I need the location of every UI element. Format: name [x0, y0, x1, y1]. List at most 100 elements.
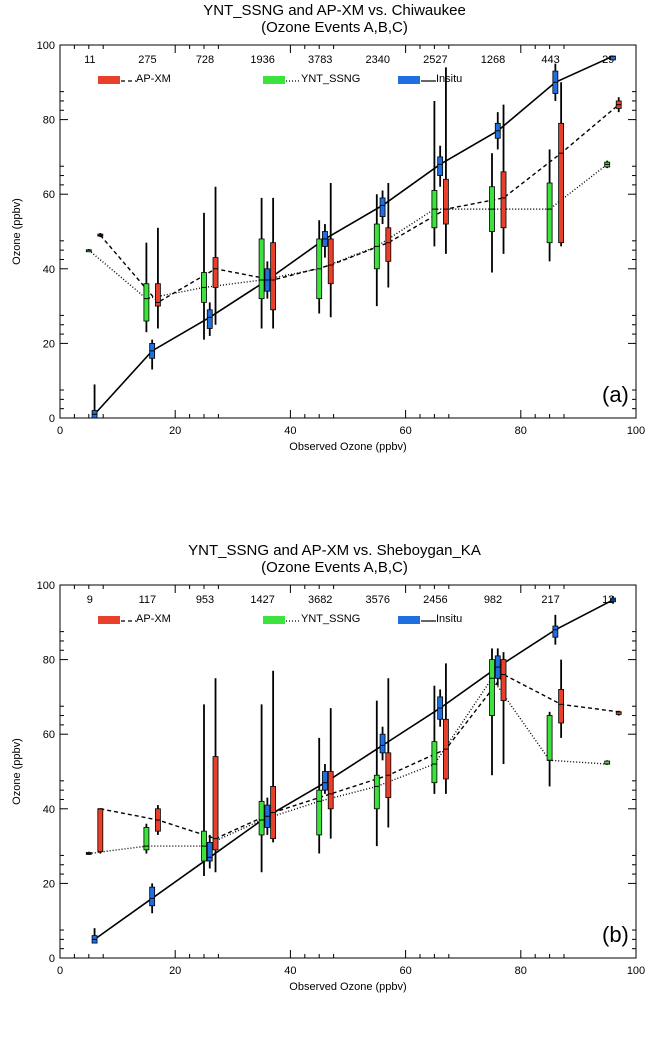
x-tick-label: 100: [627, 965, 645, 977]
bin-count-label: 953: [196, 594, 214, 606]
x-axis-label: Observed Ozone (ppbv): [289, 441, 406, 453]
bin-count-label: 9: [87, 594, 93, 606]
bin-count-label: 1268: [481, 54, 505, 66]
series-median-line: [99, 104, 620, 304]
legend-label: YNT_SSNG: [301, 73, 360, 85]
box-iqr: [385, 227, 392, 262]
chart-title: YNT_SSNG and AP-XM vs. Chiwaukee: [203, 2, 466, 19]
box-iqr: [610, 55, 616, 61]
box-iqr: [322, 771, 328, 791]
box-iqr: [552, 625, 559, 638]
x-tick-label: 100: [627, 425, 645, 437]
box-iqr: [443, 178, 449, 225]
legend-swatch: [398, 76, 420, 84]
y-tick-label: 60: [43, 729, 55, 741]
box-plot-b: 0 20 40 60 80 100 0 20 40 60 80 100 Observed Ozone (…: [11, 580, 645, 993]
box-iqr: [431, 741, 438, 784]
chart-panel-a: YNT_SSNG and AP-XM vs. Chiwaukee (Ozone …: [0, 0, 669, 500]
x-tick-label: 0: [57, 965, 63, 977]
y-tick-label: 40: [43, 804, 55, 816]
box-iqr: [500, 171, 507, 229]
y-axis-label: Ozone (ppbv): [11, 198, 23, 265]
box-iqr: [379, 733, 386, 754]
box-iqr: [270, 242, 277, 311]
bin-count-label: 117: [139, 594, 157, 606]
legend-label: AP-XM: [136, 613, 171, 625]
bin-count-label: 2456: [423, 594, 447, 606]
legend-swatch: [98, 76, 120, 84]
bin-count-label: 217: [541, 594, 559, 606]
box-iqr: [500, 659, 507, 702]
box-iqr: [206, 309, 213, 329]
x-tick-label: 80: [515, 425, 527, 437]
bin-count-label: 275: [138, 54, 156, 66]
box-iqr: [155, 283, 161, 307]
series-median-line: [93, 55, 614, 415]
chart-subtitle: (Ozone Events A,B,C): [261, 19, 408, 36]
box-iqr: [546, 715, 553, 761]
legend-label: AP-XM: [136, 73, 171, 85]
y-tick-label: 20: [43, 338, 55, 350]
box-iqr: [373, 774, 380, 810]
box-iqr: [379, 197, 386, 217]
box-iqr: [97, 808, 104, 853]
box-iqr: [212, 257, 219, 288]
legend-swatch: [398, 616, 420, 624]
chart-title: YNT_SSNG and AP-XM vs. Sheboygan_KA: [188, 542, 481, 559]
series-median-line: [88, 677, 608, 855]
y-tick-label: 100: [37, 40, 55, 52]
bin-count-label: 1936: [250, 54, 274, 66]
chart-panel-b: YNT_SSNG and AP-XM vs. Sheboygan_KA (Ozo…: [0, 540, 669, 1040]
box-iqr: [558, 689, 565, 724]
box-iqr: [258, 238, 265, 300]
legend-label: Insitu: [436, 73, 462, 85]
box-iqr: [206, 841, 213, 862]
bin-count-label: 443: [541, 54, 559, 66]
plot-frame: [59, 44, 637, 419]
bin-count-label: 1427: [250, 594, 274, 606]
box-iqr: [327, 771, 334, 810]
chart-subtitle: (Ozone Events A,B,C): [261, 559, 408, 576]
bin-count-label: 2340: [366, 54, 390, 66]
x-tick-label: 60: [399, 965, 411, 977]
legend-swatch: [263, 76, 285, 84]
x-tick-label: 80: [515, 965, 527, 977]
series-median-line: [88, 163, 608, 300]
y-tick-label: 20: [43, 878, 55, 890]
panel-label: (b): [602, 922, 629, 947]
x-tick-label: 20: [169, 425, 181, 437]
y-tick-label: 0: [49, 413, 55, 425]
y-tick-label: 60: [43, 189, 55, 201]
bin-count-label: 12: [602, 594, 614, 606]
y-tick-label: 80: [43, 115, 55, 127]
legend-swatch: [98, 616, 120, 624]
x-tick-label: 0: [57, 425, 63, 437]
series-median-line: [100, 673, 619, 840]
y-tick-label: 40: [43, 264, 55, 276]
legend-swatch: [263, 616, 285, 624]
box-iqr: [316, 789, 323, 836]
box-iqr: [143, 827, 150, 851]
bin-count-label: 2527: [423, 54, 447, 66]
box-iqr: [489, 659, 495, 716]
box-iqr: [327, 238, 334, 285]
legend-label: Insitu: [436, 613, 462, 625]
bin-count-label: 982: [484, 594, 502, 606]
x-tick-label: 40: [284, 425, 296, 437]
box-iqr: [143, 283, 150, 322]
bin-count-label: 11: [84, 54, 95, 66]
series-median-line: [94, 599, 614, 941]
y-axis-label: Ozone (ppbv): [11, 738, 23, 805]
x-tick-label: 40: [284, 965, 296, 977]
box-iqr: [437, 156, 444, 176]
box-iqr: [558, 122, 565, 244]
plot-frame: [59, 584, 637, 959]
x-tick-label: 60: [399, 425, 411, 437]
box-iqr: [212, 756, 219, 851]
y-tick-label: 80: [43, 655, 55, 667]
bin-count-label: 3682: [308, 594, 332, 606]
x-axis-label: Observed Ozone (ppbv): [289, 981, 406, 993]
bin-count-label: 3783: [308, 54, 332, 66]
x-tick-label: 20: [169, 965, 181, 977]
box-iqr: [546, 182, 553, 244]
